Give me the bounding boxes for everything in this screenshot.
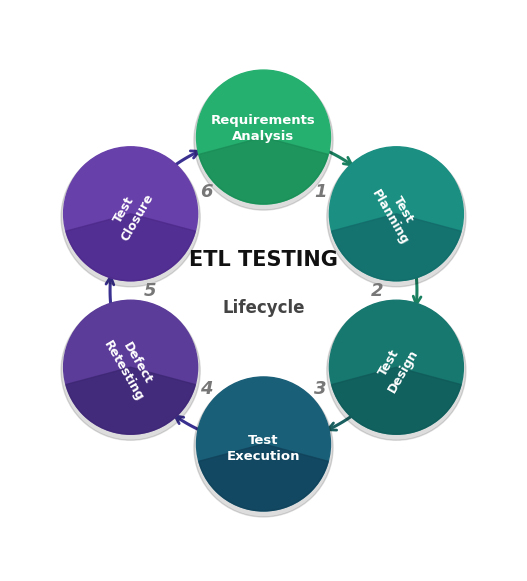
Circle shape [329, 147, 463, 281]
Text: Requirements
Analysis: Requirements Analysis [211, 114, 316, 143]
Circle shape [61, 148, 200, 287]
Circle shape [197, 377, 330, 511]
Text: ETL TESTING: ETL TESTING [189, 250, 338, 270]
Text: 6: 6 [200, 183, 213, 201]
Wedge shape [199, 137, 328, 204]
Circle shape [329, 300, 463, 434]
Circle shape [64, 147, 198, 281]
Text: 5: 5 [144, 282, 156, 299]
Circle shape [61, 301, 200, 440]
Text: Test
Design: Test Design [372, 339, 421, 395]
Wedge shape [331, 214, 461, 281]
Wedge shape [331, 367, 461, 434]
Text: Lifecycle: Lifecycle [222, 299, 305, 317]
Text: 3: 3 [314, 380, 327, 398]
Wedge shape [199, 444, 328, 511]
Circle shape [64, 300, 198, 434]
Circle shape [327, 301, 466, 440]
Text: Test
Execution: Test Execution [227, 434, 300, 462]
Text: Test
Planning: Test Planning [368, 180, 424, 248]
Circle shape [197, 70, 330, 204]
Text: 2: 2 [371, 282, 383, 299]
Circle shape [194, 378, 333, 517]
Circle shape [327, 148, 466, 287]
Wedge shape [66, 367, 196, 434]
Text: 4: 4 [200, 380, 213, 398]
Text: 1: 1 [314, 183, 327, 201]
Wedge shape [66, 214, 196, 281]
Text: Test
Closure: Test Closure [105, 184, 157, 244]
Text: Defect
Retesting: Defect Retesting [101, 331, 160, 404]
Circle shape [194, 71, 333, 210]
